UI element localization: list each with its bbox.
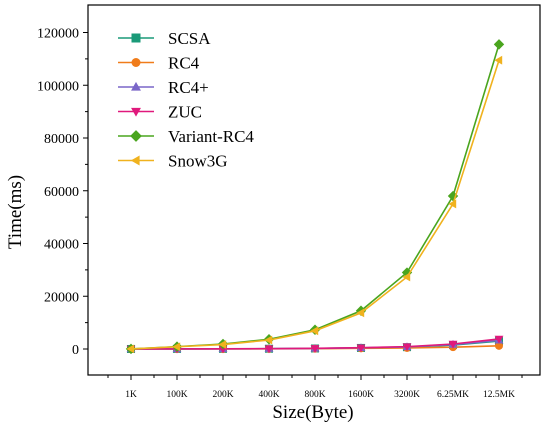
x-tick-label: 800K <box>304 390 325 400</box>
x-tick-label: 6.25MK <box>437 390 469 400</box>
x-tick-label: 12.5MK <box>483 390 515 400</box>
data-point-snow3g <box>402 272 411 282</box>
x-tick-label: 1K <box>125 390 137 400</box>
data-point-zuc <box>264 345 274 354</box>
data-point-snow3g <box>172 342 181 352</box>
plot-frame <box>87 4 541 376</box>
legend-marker-rc4 <box>131 81 141 91</box>
legend-label-rc4: RC4 <box>168 54 200 73</box>
legend-marker-rc4 <box>131 58 141 67</box>
x-tick-label: 3200K <box>394 390 420 400</box>
x-tick-label: 100K <box>166 390 187 400</box>
x-tick-label: 400K <box>258 390 279 400</box>
x-tick-label: 1600K <box>348 390 374 400</box>
data-point-zuc <box>494 335 504 344</box>
data-point-zuc <box>448 340 458 349</box>
data-point-zuc <box>402 343 412 352</box>
x-tick-label: 200K <box>212 390 233 400</box>
data-point-variant-rc4 <box>493 39 505 50</box>
legend-label-snow3g: Snow3G <box>168 152 228 171</box>
data-point-snow3g <box>126 344 135 354</box>
legend-marker-zuc <box>131 107 141 117</box>
data-point-zuc <box>310 345 320 353</box>
legend-label-rc4: RC4+ <box>168 78 209 97</box>
data-point-snow3g <box>218 340 227 349</box>
data-point-rc4 <box>495 341 503 350</box>
y-tick-label: 120000 <box>37 27 79 42</box>
y-tick-label: 0 <box>72 343 79 358</box>
data-point-snow3g <box>494 55 503 65</box>
data-point-snow3g <box>448 199 457 209</box>
x-axis-title: Size(Byte) <box>272 402 353 423</box>
data-point-snow3g <box>356 308 365 318</box>
legend-marker-scsa <box>131 33 141 43</box>
legend-label-zuc: ZUC <box>168 103 202 122</box>
data-point-zuc <box>356 344 366 353</box>
data-point-snow3g <box>310 326 319 336</box>
y-tick-label: 40000 <box>44 238 79 253</box>
legend-marker-variant-rc4 <box>130 130 142 142</box>
legend-label-scsa: SCSA <box>168 29 211 48</box>
y-axis-title: Time(ms) <box>5 175 26 249</box>
y-tick-label: 20000 <box>44 290 79 305</box>
legend-label-variant-rc4: Variant-RC4 <box>168 127 254 146</box>
y-tick-label: 80000 <box>44 132 79 147</box>
data-point-snow3g <box>264 335 273 345</box>
y-tick-label: 100000 <box>37 79 79 94</box>
y-tick-label: 60000 <box>44 185 79 200</box>
legend-marker-snow3g <box>130 155 140 166</box>
